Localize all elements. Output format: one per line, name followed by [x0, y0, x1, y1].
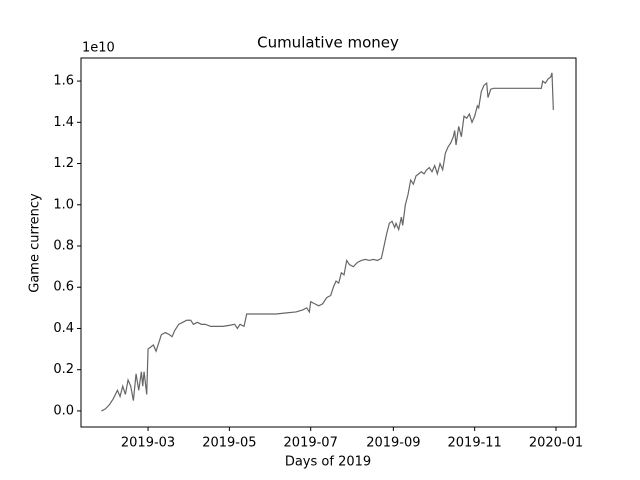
- x-axis-label: Days of 2019: [285, 455, 371, 470]
- x-tick-label: 2019-07: [284, 436, 338, 451]
- y-tick-label: 1.6: [53, 74, 74, 89]
- y-tick-label: 0.4: [53, 321, 74, 336]
- y-tick-label: 0.0: [53, 403, 74, 418]
- x-tick-label: 2019-11: [448, 436, 502, 451]
- y-tick-label: 0.6: [53, 280, 74, 295]
- x-tick-label: 2019-05: [202, 436, 256, 451]
- x-tick-label: 2020-01: [529, 436, 583, 451]
- x-tick-label: 2019-09: [366, 436, 420, 451]
- chart-title: Cumulative money: [257, 34, 399, 52]
- plot-frame: [80, 57, 577, 428]
- x-tick-label: 2019-03: [121, 436, 175, 451]
- y-axis-label: Game currency: [28, 193, 43, 293]
- y-tick-label: 0.2: [53, 362, 74, 377]
- y-tick-label: 1.4: [53, 115, 74, 130]
- y-tick-label: 1.0: [53, 197, 74, 212]
- data-line: [101, 72, 554, 412]
- y-offset-label: 1e10: [82, 41, 115, 56]
- y-tick-label: 1.2: [53, 156, 74, 171]
- y-tick-label: 0.8: [53, 239, 74, 254]
